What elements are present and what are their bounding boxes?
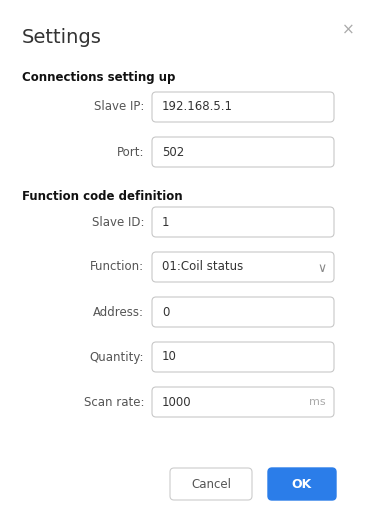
Text: ∨: ∨	[318, 262, 327, 275]
Text: Quantity:: Quantity:	[89, 350, 144, 363]
FancyBboxPatch shape	[152, 342, 334, 372]
Text: 1000: 1000	[162, 395, 192, 408]
Text: 1: 1	[162, 215, 169, 229]
Text: Slave IP:: Slave IP:	[94, 100, 144, 113]
Text: 192.168.5.1: 192.168.5.1	[162, 100, 233, 113]
Text: 502: 502	[162, 145, 184, 158]
FancyBboxPatch shape	[152, 137, 334, 167]
FancyBboxPatch shape	[152, 387, 334, 417]
Text: Port:: Port:	[116, 145, 144, 158]
Text: 01:Coil status: 01:Coil status	[162, 260, 243, 274]
Text: Function code definition: Function code definition	[22, 189, 182, 202]
Text: Cancel: Cancel	[191, 477, 231, 491]
Text: ms: ms	[310, 397, 326, 407]
Text: Function:: Function:	[90, 260, 144, 274]
Text: Slave ID:: Slave ID:	[92, 215, 144, 229]
Text: Settings: Settings	[22, 28, 102, 47]
Text: 0: 0	[162, 305, 169, 319]
FancyBboxPatch shape	[152, 92, 334, 122]
Text: OK: OK	[292, 477, 312, 491]
FancyBboxPatch shape	[152, 207, 334, 237]
FancyBboxPatch shape	[268, 468, 336, 500]
Text: ×: ×	[342, 22, 354, 37]
Text: 10: 10	[162, 350, 177, 363]
FancyBboxPatch shape	[170, 468, 252, 500]
FancyBboxPatch shape	[152, 252, 334, 282]
Text: Scan rate:: Scan rate:	[84, 395, 144, 408]
Text: Connections setting up: Connections setting up	[22, 72, 175, 85]
FancyBboxPatch shape	[152, 297, 334, 327]
Text: Address:: Address:	[93, 305, 144, 319]
